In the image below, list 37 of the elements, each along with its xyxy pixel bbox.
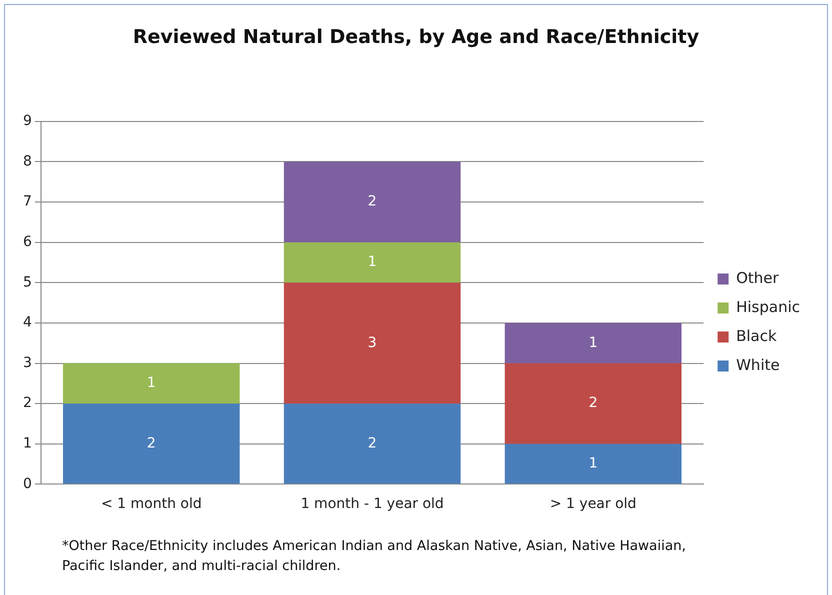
bar [504,444,682,484]
x-tick-label: 1 month - 1 year old [300,496,444,512]
data-label: 1 [588,455,598,472]
y-tick-label: 5 [22,274,32,290]
x-tick-label: > 1 year old [550,496,636,512]
bar [62,363,240,404]
data-label: 1 [588,334,598,351]
y-tick-label: 4 [22,314,32,331]
bar [504,322,682,364]
data-label: 2 [146,435,156,452]
bar [284,404,461,484]
data-label: 2 [368,435,377,452]
data-label: 1 [146,375,156,392]
legend-label: White [736,356,780,374]
bar [504,363,682,444]
y-tick-label: 0 [22,476,32,492]
text: *Other Race/Ethnicity includes American Indian and Alaskan Native, Asian, Native Hawaiian, Pacific Islander, and multi-racial children. [62,537,687,576]
y-tick-label: 1 [22,436,32,452]
legend-label: Other [736,268,780,287]
data-label: 2 [368,194,377,210]
bar [62,404,240,484]
y-tick-label: 6 [22,234,32,250]
x-tick-label: < 1 month old [100,496,202,512]
legend-label: Black [736,326,777,345]
data-label: 2 [588,395,598,412]
y-tick-label: 8 [22,153,32,170]
bar [284,162,461,242]
y-tick-label: 2 [22,395,32,412]
data-label: 3 [368,334,377,351]
y-tick-label: 3 [22,354,32,371]
bar [284,282,461,404]
y-tick-label: 9 [22,113,32,130]
bar [284,242,461,283]
y-tick-label: 7 [22,194,32,210]
legend-label: Hispanic [736,298,800,316]
chart-title: Reviewed Natural Deaths, by Age and Race/Ethnicity [132,26,700,48]
data-label: 1 [368,254,377,270]
